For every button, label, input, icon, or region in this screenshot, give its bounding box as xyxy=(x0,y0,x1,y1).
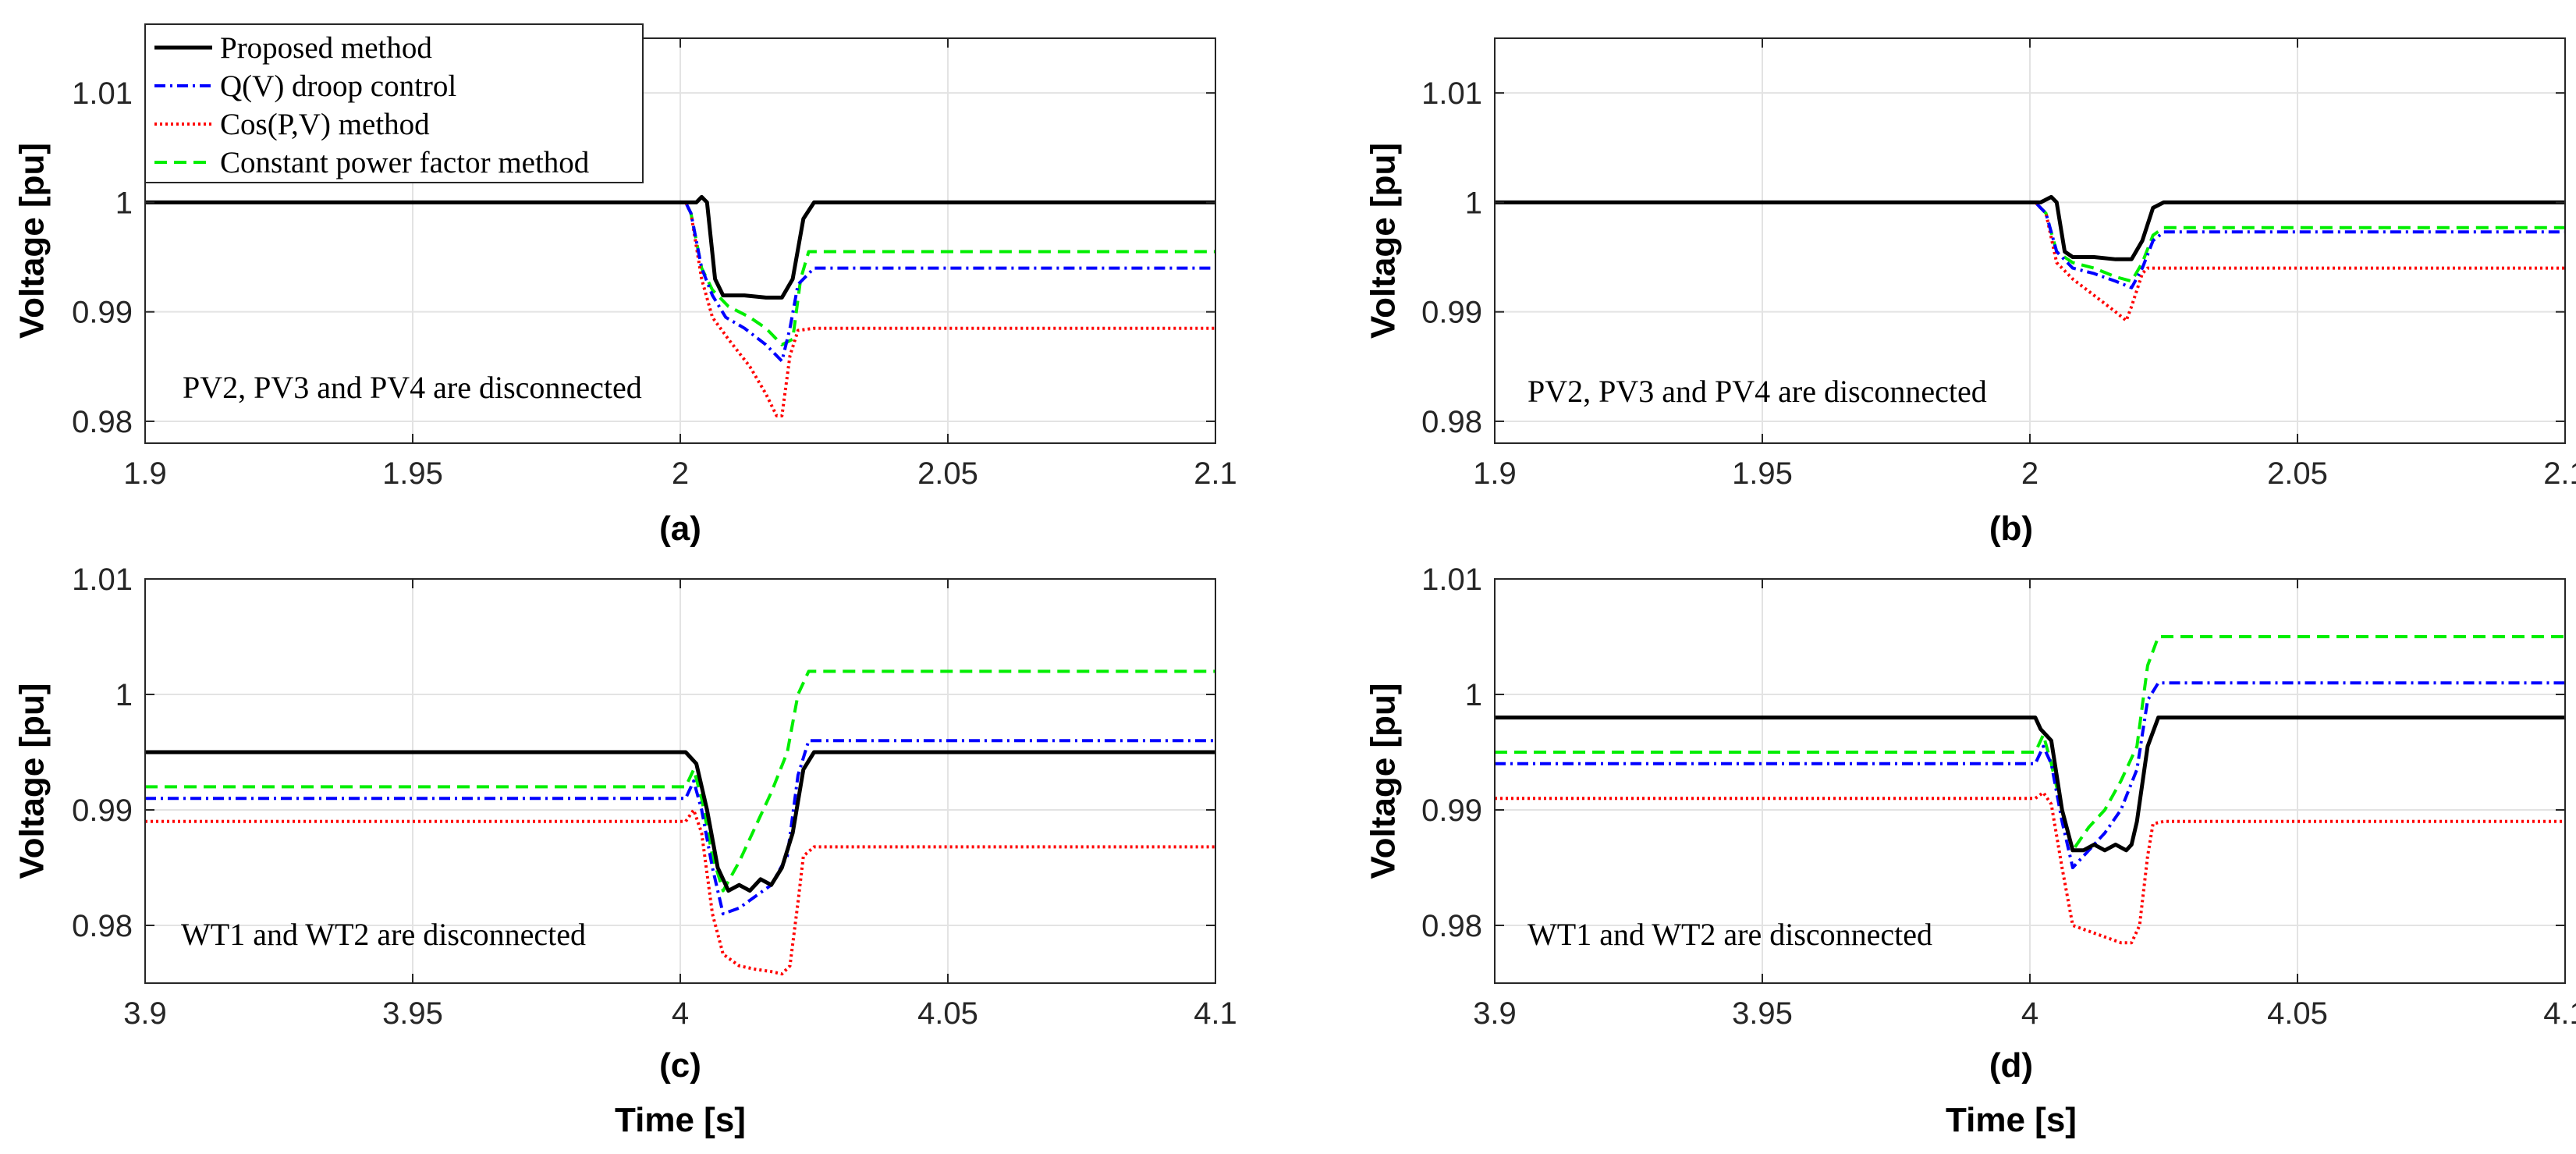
y-axis-label: Voltage [pu] xyxy=(1364,143,1403,339)
legend: Proposed method Q(V) droop control Cos(P,V… xyxy=(144,23,644,183)
y-tick-label: 0.98 xyxy=(72,909,133,943)
y-tick-label: 0.99 xyxy=(72,794,133,828)
y-tick-label: 1.01 xyxy=(72,563,133,597)
y-tick-label: 0.98 xyxy=(1421,405,1482,439)
chart-panel: 3.9 3.95 4 4.05 4.1 0.98 0.99 1 1.01 WT1 and WT2 … xyxy=(1364,563,2576,1139)
y-tick-label: 0.98 xyxy=(72,405,133,439)
annotation: WT1 and WT2 are disconnected xyxy=(181,917,586,952)
x-tick-label: 2.05 xyxy=(2267,456,2328,491)
x-tick-label: 1.95 xyxy=(382,456,443,491)
x-tick-label: 1.9 xyxy=(123,456,167,491)
annotation: PV2, PV3 and PV4 are disconnected xyxy=(1528,374,1987,409)
x-tick-label: 1.9 xyxy=(1473,456,1517,491)
x-tick-label: 2.1 xyxy=(1194,456,1237,491)
x-tick-label: 4.1 xyxy=(2543,996,2576,1031)
y-tick-label: 0.99 xyxy=(72,296,133,330)
x-tick-label: 2.1 xyxy=(2543,456,2576,491)
panel-caption: (c) xyxy=(659,1046,701,1085)
x-tick-label: 4 xyxy=(672,996,689,1031)
y-tick-label: 1 xyxy=(115,186,133,220)
x-tick-label: 1.95 xyxy=(1732,456,1793,491)
y-axis-label: Voltage [pu] xyxy=(13,684,51,879)
series-line-q-v-droop-control xyxy=(145,739,1215,916)
x-tick-label: 3.9 xyxy=(1473,996,1517,1031)
series-line-q-v-droop-control xyxy=(1495,681,2565,869)
chart-panel: 1.9 1.95 2 2.05 2.1 0.98 0.99 1 1.01 PV2, PV3 and… xyxy=(13,37,1237,548)
legend-label: Cos(P,V) method xyxy=(220,108,430,141)
y-tick-label: 1.01 xyxy=(72,76,133,111)
x-tick-label: 2 xyxy=(672,456,689,491)
panel-caption: (a) xyxy=(659,510,701,548)
series-line-cos-p-v-method xyxy=(1495,790,2565,945)
x-axis-label: Time [s] xyxy=(615,1101,746,1139)
x-tick-label: 3.9 xyxy=(123,996,167,1031)
chart-panel: 3.9 3.95 4 4.05 4.1 0.98 0.99 1 1.01 WT1 and WT2 … xyxy=(13,563,1237,1139)
panel-caption: (d) xyxy=(1989,1046,2033,1085)
chart-panel: 1.9 1.95 2 2.05 2.1 0.98 0.99 1 1.01 PV2, PV3 and… xyxy=(1364,37,2576,548)
series-line-proposed-method xyxy=(145,750,1215,893)
x-tick-label: 3.95 xyxy=(1732,996,1793,1031)
y-tick-label: 1.01 xyxy=(1421,76,1482,111)
x-tick-label: 3.95 xyxy=(382,996,443,1031)
panel-caption: (b) xyxy=(1989,510,2033,548)
legend-label: Constant power factor method xyxy=(220,146,590,179)
x-tick-label: 4.05 xyxy=(917,996,978,1031)
x-tick-label: 4 xyxy=(2021,996,2038,1031)
x-tick-label: 4.05 xyxy=(2267,996,2328,1031)
legend-label: Q(V) droop control xyxy=(220,69,456,103)
y-tick-label: 1 xyxy=(1465,186,1482,220)
legend-box xyxy=(144,23,644,183)
series-line-cos-p-v-method xyxy=(145,808,1215,976)
annotation: PV2, PV3 and PV4 are disconnected xyxy=(183,370,642,405)
y-tick-label: 1 xyxy=(1465,678,1482,712)
series-line-cos-p-v-method xyxy=(145,201,1215,417)
y-tick-label: 1.01 xyxy=(1421,563,1482,597)
series-line-q-v-droop-control xyxy=(1495,201,2565,289)
x-tick-label: 4.1 xyxy=(1194,996,1237,1031)
x-axis-label: Time [s] xyxy=(1946,1101,2077,1139)
y-axis-label: Voltage [pu] xyxy=(13,143,51,339)
x-tick-label: 2.05 xyxy=(917,456,978,491)
series-line-proposed-method xyxy=(1495,715,2565,853)
x-tick-label: 2 xyxy=(2021,456,2038,491)
y-tick-label: 0.99 xyxy=(1421,296,1482,330)
y-tick-label: 0.98 xyxy=(1421,909,1482,943)
series-line-constant-power-factor-method xyxy=(1495,635,2565,852)
series-line-proposed-method xyxy=(1495,194,2565,261)
legend-label: Proposed method xyxy=(220,31,432,65)
y-axis-label: Voltage [pu] xyxy=(1364,684,1403,879)
series-line-proposed-method xyxy=(145,194,1215,300)
y-tick-label: 0.99 xyxy=(1421,794,1482,828)
y-tick-label: 1 xyxy=(115,678,133,712)
series-line-q-v-droop-control xyxy=(145,201,1215,363)
annotation: WT1 and WT2 are disconnected xyxy=(1528,917,1932,952)
